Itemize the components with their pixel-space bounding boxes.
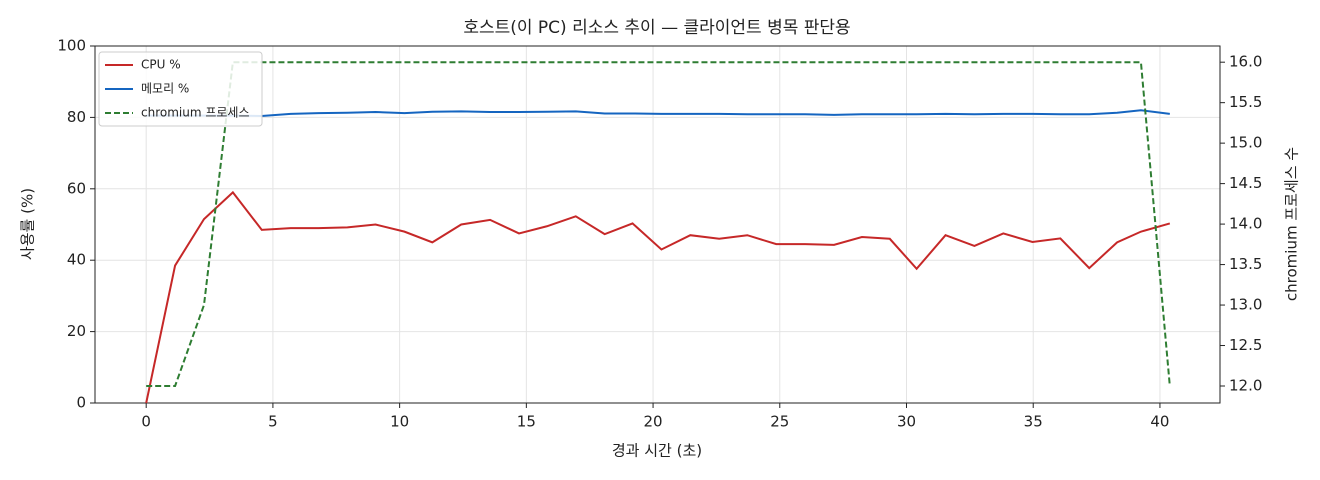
y-tick-label: 60	[67, 179, 86, 197]
legend-label: chromium 프로세스	[141, 106, 250, 120]
x-tick-label: 30	[897, 413, 916, 431]
y-axis-label: 사용률 (%)	[19, 188, 37, 260]
x-tick-label: 10	[390, 413, 409, 431]
y2-tick-label: 13.5	[1229, 255, 1262, 273]
y2-tick-label: 12.0	[1229, 377, 1262, 395]
y-tick-label: 40	[67, 251, 86, 269]
x-tick-label: 20	[644, 413, 663, 431]
legend-label: CPU %	[141, 58, 181, 72]
y-tick-label: 0	[76, 394, 86, 412]
y2-tick-label: 14.0	[1229, 215, 1262, 233]
legend: CPU % 메모리 % chromium 프로세스	[98, 51, 263, 127]
chart-title: 호스트(이 PC) 리소스 추이 — 클라이언트 병목 판단용	[463, 18, 850, 38]
y-tick-label: 80	[67, 108, 86, 126]
x-tick-label: 25	[770, 413, 789, 431]
y2-axis-label: chromium 프로세스 수	[1283, 147, 1301, 301]
y-tick-label: 20	[67, 322, 86, 340]
y2-tick-label: 13.0	[1229, 296, 1262, 314]
y-tick-label: 100	[57, 37, 86, 55]
x-axis-label: 경과 시간 (초)	[612, 442, 702, 460]
legend-box	[98, 51, 263, 127]
x-tick-label: 35	[1024, 413, 1043, 431]
legend-label: 메모리 %	[141, 82, 189, 96]
series-line	[145, 190, 1171, 404]
x-tick-label: 0	[141, 413, 151, 431]
series-line	[146, 61, 1171, 387]
y2-tick-label: 15.5	[1229, 93, 1262, 111]
y2-tick-label: 16.0	[1229, 53, 1262, 71]
y2-tick-label: 15.0	[1229, 134, 1262, 152]
y2-tick-label: 12.5	[1229, 336, 1262, 354]
x-tick-label: 15	[517, 413, 536, 431]
series-line	[146, 109, 1170, 117]
x-tick-label: 5	[268, 413, 278, 431]
y2-tick-label: 14.5	[1229, 174, 1262, 192]
x-tick-label: 40	[1150, 413, 1169, 431]
plot-frame	[94, 45, 1221, 404]
